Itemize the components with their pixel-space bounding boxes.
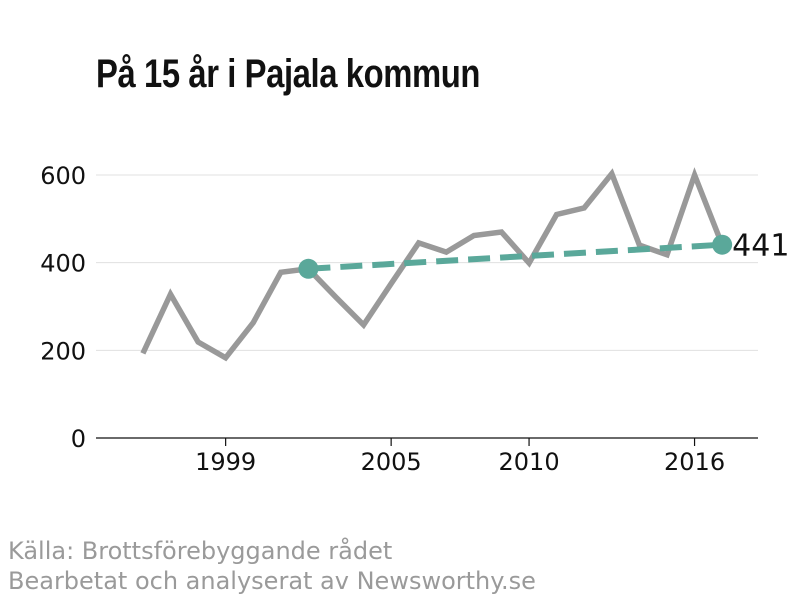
trend-end-point bbox=[712, 234, 733, 255]
trend-end-label: 441 bbox=[732, 229, 789, 264]
x-tick-label-1999: 1999 bbox=[195, 448, 256, 476]
trend-start-point bbox=[298, 258, 319, 279]
y-axis-ticks: 0 200 400 600 bbox=[40, 162, 86, 453]
x-tick-label-2016: 2016 bbox=[664, 448, 725, 476]
x-axis-ticks: 1999 2005 2010 2016 bbox=[195, 438, 725, 476]
series-line-layer bbox=[140, 167, 725, 362]
trend-line bbox=[308, 241, 723, 272]
x-tick-label-2005: 2005 bbox=[361, 448, 422, 476]
y-tick-label-400: 400 bbox=[40, 250, 86, 278]
chart-title: På 15 år i Pajala kommun bbox=[96, 52, 480, 96]
source-note: Källa: Brottsförebyggande rådet Bearbeta… bbox=[8, 536, 536, 596]
trend-line-layer: 441 bbox=[298, 229, 789, 279]
y-tick-label-200: 200 bbox=[40, 337, 86, 365]
y-tick-label-0: 0 bbox=[71, 425, 86, 453]
source-line-1: Källa: Brottsförebyggande rådet bbox=[8, 537, 393, 565]
x-tick-label-2010: 2010 bbox=[499, 448, 560, 476]
source-line-2: Bearbetat och analyserat av Newsworthy.s… bbox=[8, 567, 536, 595]
grid-lines bbox=[96, 174, 758, 439]
y-tick-label-600: 600 bbox=[40, 162, 86, 190]
series-line bbox=[140, 167, 725, 362]
